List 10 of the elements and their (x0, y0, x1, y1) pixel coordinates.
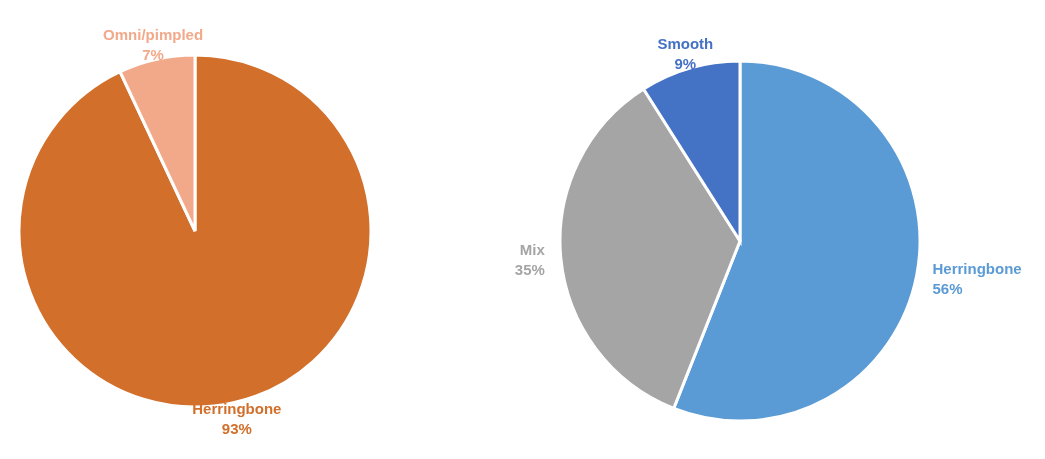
data-label: 35% (514, 261, 545, 279)
slice-label: Herringbone (932, 259, 1022, 277)
slice-label: Omni/pimpled (103, 25, 204, 43)
slice-label: Smooth (657, 34, 714, 52)
slice-label: Herringbone (192, 400, 282, 418)
data-label: 93% (221, 420, 252, 438)
data-label: 7% (142, 45, 164, 63)
data-label: 9% (674, 54, 697, 72)
data-label: 56% (932, 279, 963, 297)
slice-label: Mix (519, 241, 546, 259)
